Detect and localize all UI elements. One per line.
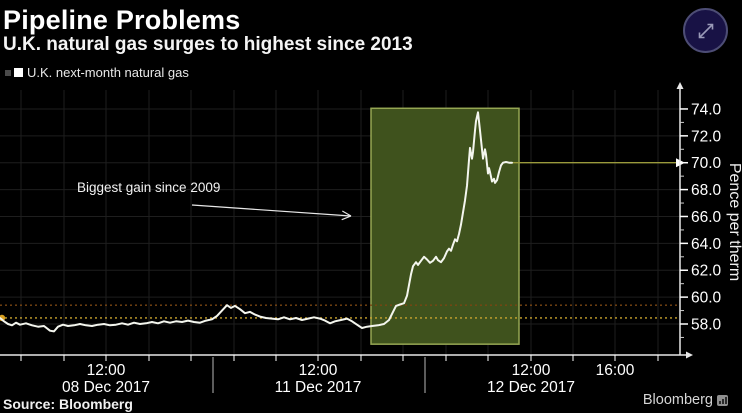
legend-marker	[14, 68, 23, 77]
price-series-line	[0, 111, 513, 333]
bloomberg-logo-text: Bloomberg	[642, 392, 713, 408]
highlight-region	[370, 107, 520, 345]
y-tick-label: 68.0	[691, 182, 722, 199]
chart-subtitle: U.K. natural gas surges to highest since…	[3, 34, 413, 55]
bloomberg-logo-icon	[717, 394, 728, 406]
x-time-label: 12:00	[299, 362, 338, 379]
y-tick-label: 72.0	[691, 128, 722, 145]
y-tick-label: 58.0	[691, 317, 722, 334]
page-title: Pipeline Problems	[3, 5, 241, 35]
y-axis-arrow	[676, 82, 684, 89]
y-axis-title: Pence per therm	[726, 163, 742, 281]
x-time-label: 12:00	[512, 362, 551, 379]
x-time-label: 16:00	[596, 362, 635, 379]
expand-icon	[698, 23, 713, 38]
annotation-text: Biggest gain since 2009	[77, 180, 220, 195]
legend: U.K. next-month natural gas	[5, 65, 189, 80]
x-date-label: 11 Dec 2017	[275, 379, 362, 396]
y-tick-label: 60.0	[691, 290, 722, 307]
annotation-arrowhead	[341, 215, 352, 221]
y-tick-label: 74.0	[691, 101, 722, 118]
legend-label: U.K. next-month natural gas	[27, 65, 189, 80]
x-date-label: 08 Dec 2017	[62, 379, 150, 396]
x-axis-arrow	[686, 351, 693, 359]
bloomberg-logo: Bloomberg	[643, 392, 728, 408]
y-tick-label: 64.0	[691, 236, 722, 253]
legend-marker-dim	[5, 69, 11, 76]
y-tick-label: 66.0	[691, 209, 722, 226]
source-text: Source: Bloomberg	[3, 396, 133, 412]
annotation-arrow	[191, 204, 352, 217]
y-tick-label: 62.0	[691, 263, 722, 280]
x-date-label: 12 Dec 2017	[487, 379, 575, 396]
annotation-arrowhead	[342, 210, 352, 217]
y-tick-label: 70.0	[691, 155, 722, 172]
expand-button[interactable]	[683, 8, 728, 53]
x-time-label: 12:00	[87, 362, 126, 379]
